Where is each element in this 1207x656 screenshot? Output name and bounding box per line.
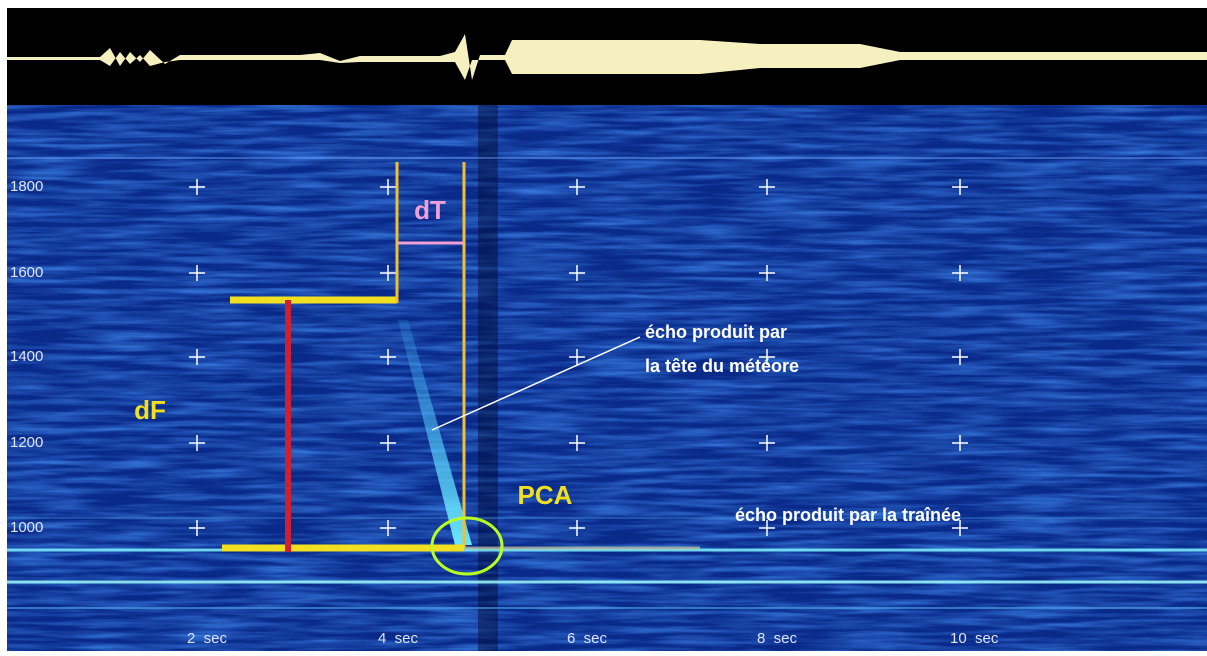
y-axis-label: 1200 — [10, 434, 43, 451]
y-axis-label: 1000 — [10, 519, 43, 536]
pca-label: PCA — [518, 480, 573, 510]
x-axis-label: 8 sec — [757, 630, 798, 647]
x-axis-label: 4 sec — [378, 630, 419, 647]
dt-label: dT — [414, 195, 446, 225]
meteor-streak — [398, 320, 472, 545]
waveform — [7, 34, 1207, 80]
x-axis-label: 6 sec — [567, 630, 608, 647]
annotation-lines — [222, 162, 700, 576]
head-echo-line2: la tête du météore — [645, 356, 799, 376]
x-axis-label: 10 sec — [950, 630, 999, 647]
signal-lines — [7, 157, 1207, 609]
trail-echo-label: écho produit par la traînée — [735, 505, 961, 525]
y-axis-label: 1600 — [10, 264, 43, 281]
df-label: dF — [134, 395, 166, 425]
y-axis-label: 1400 — [10, 348, 43, 365]
y-axis-label: 1800 — [10, 178, 43, 195]
head-echo-line1: écho produit par — [645, 322, 787, 342]
x-axis-label: 2 sec — [187, 630, 228, 647]
